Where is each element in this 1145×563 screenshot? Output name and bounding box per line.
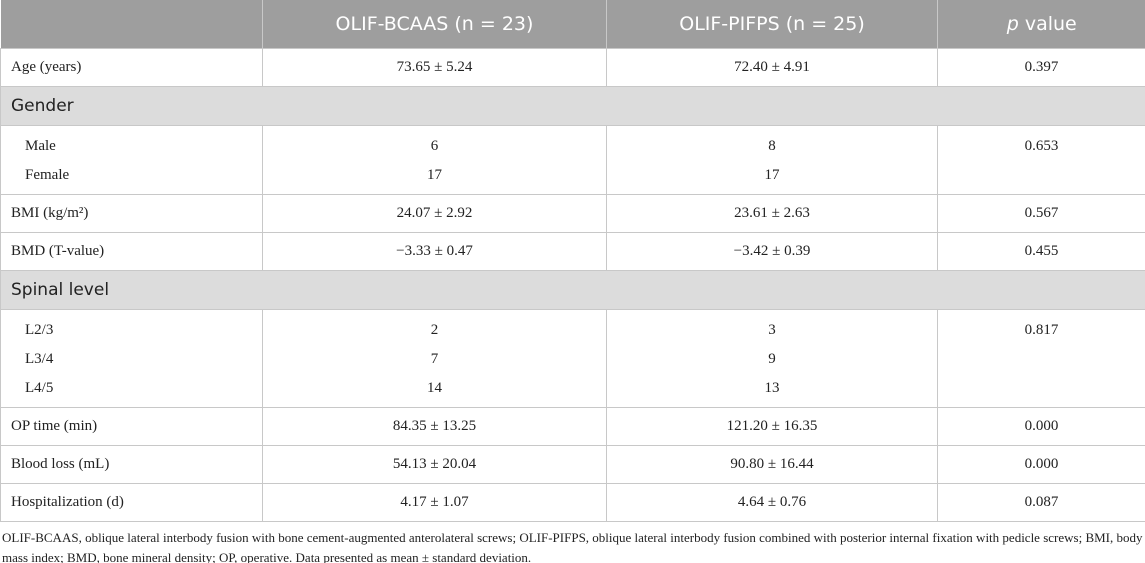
p-value-cell: 0.653 — [937, 125, 1145, 195]
group-labels: L2/3 L3/4 L4/5 — [0, 309, 263, 408]
group-values: 8 17 — [606, 125, 938, 195]
cell-value: −3.33 ± 0.47 — [262, 232, 607, 271]
cell-value: 72.40 ± 4.91 — [606, 48, 938, 87]
group-values: 6 17 — [262, 125, 607, 195]
data-table: OLIF-BCAAS (n = 23) OLIF-PIFPS (n = 25) p … — [0, 0, 1145, 522]
section-label: Spinal level — [0, 270, 1145, 310]
cell-value: 3 — [768, 322, 776, 338]
row-label: Blood loss (mL) — [0, 445, 263, 484]
cell-value: 0.397 — [937, 48, 1145, 87]
row-label: Female — [25, 167, 70, 183]
data-row: Hospitalization (d) 4.17 ± 1.07 4.64 ± 0.7… — [0, 483, 1145, 522]
cell-value: 2 — [430, 322, 439, 338]
header-cell: OLIF-BCAAS (n = 23) — [262, 0, 607, 49]
header-text: value — [1024, 13, 1077, 35]
data-row: Blood loss (mL) 54.13 ± 20.04 90.80 ± 16.4… — [0, 445, 1145, 484]
cell-value: 0.000 — [937, 407, 1145, 446]
cell-value: 0.087 — [937, 483, 1145, 522]
row-label: Hospitalization (d) — [0, 483, 263, 522]
cell-value: 14 — [427, 380, 442, 396]
row-label: L2/3 — [25, 322, 54, 338]
footnote: OLIF-BCAAS, oblique lateral interbody fu… — [2, 530, 1143, 563]
row-label: OP time (min) — [0, 407, 263, 446]
group-labels: Male Female — [0, 125, 263, 195]
cell-value: 4.64 ± 0.76 — [606, 483, 938, 522]
group-row: L2/3 L3/4 L4/5 2 7 14 3 9 13 0.817 — [0, 309, 1145, 408]
cell-value: 90.80 ± 16.44 — [606, 445, 938, 484]
data-row: OP time (min) 84.35 ± 13.25 121.20 ± 16.35… — [0, 407, 1145, 446]
header-cell: OLIF-PIFPS (n = 25) — [606, 0, 938, 49]
header-cell — [0, 0, 263, 49]
cell-value: 8 — [768, 138, 776, 154]
row-label: BMD (T-value) — [0, 232, 263, 271]
group-values: 2 7 14 — [262, 309, 607, 408]
row-label: BMI (kg/m²) — [0, 194, 263, 233]
data-row: BMI (kg/m²) 24.07 ± 2.92 23.61 ± 2.63 0.567 — [0, 194, 1145, 233]
p-value-cell: 0.817 — [937, 309, 1145, 408]
cell-value: 17 — [427, 167, 442, 183]
data-row: Age (years) 73.65 ± 5.24 72.40 ± 4.91 0.397 — [0, 48, 1145, 87]
cell-value: 17 — [764, 167, 780, 183]
cell-value: 7 — [430, 351, 439, 367]
cell-value: 24.07 ± 2.92 — [262, 194, 607, 233]
cell-value: 84.35 ± 13.25 — [262, 407, 607, 446]
data-row: BMD (T-value) −3.33 ± 0.47 −3.42 ± 0.39 0.4… — [0, 232, 1145, 271]
group-row: Male Female 6 17 8 17 0.653 — [0, 125, 1145, 195]
section-label: Gender — [0, 86, 1145, 126]
cell-value: 9 — [768, 351, 776, 367]
cell-value: 0.567 — [937, 194, 1145, 233]
cell-value: 13 — [764, 380, 780, 396]
row-label: Male — [25, 138, 56, 154]
header-row: OLIF-BCAAS (n = 23) OLIF-PIFPS (n = 25) p … — [0, 0, 1145, 49]
header-cell: p value — [937, 0, 1145, 49]
cell-value: 0.000 — [937, 445, 1145, 484]
cell-value: 73.65 ± 5.24 — [262, 48, 607, 87]
cell-value: 23.61 ± 2.63 — [606, 194, 938, 233]
row-label: L4/5 — [25, 380, 54, 396]
cell-value: 4.17 ± 1.07 — [262, 483, 607, 522]
cell-value: 6 — [430, 138, 439, 154]
cell-value: 121.20 ± 16.35 — [606, 407, 938, 446]
table-body: Age (years) 73.65 ± 5.24 72.40 ± 4.91 0.397… — [0, 48, 1145, 522]
cell-value: −3.42 ± 0.39 — [606, 232, 938, 271]
cell-value: 54.13 ± 20.04 — [262, 445, 607, 484]
p-value: 0.817 — [1024, 322, 1059, 338]
section-row: Spinal level — [0, 270, 1145, 310]
row-label: L3/4 — [25, 351, 54, 367]
group-values: 3 9 13 — [606, 309, 938, 408]
section-row: Gender — [0, 86, 1145, 126]
cell-value: 0.455 — [937, 232, 1145, 271]
p-value: 0.653 — [1024, 138, 1059, 154]
header-italic: p — [1006, 13, 1019, 35]
row-label: Age (years) — [0, 48, 263, 87]
